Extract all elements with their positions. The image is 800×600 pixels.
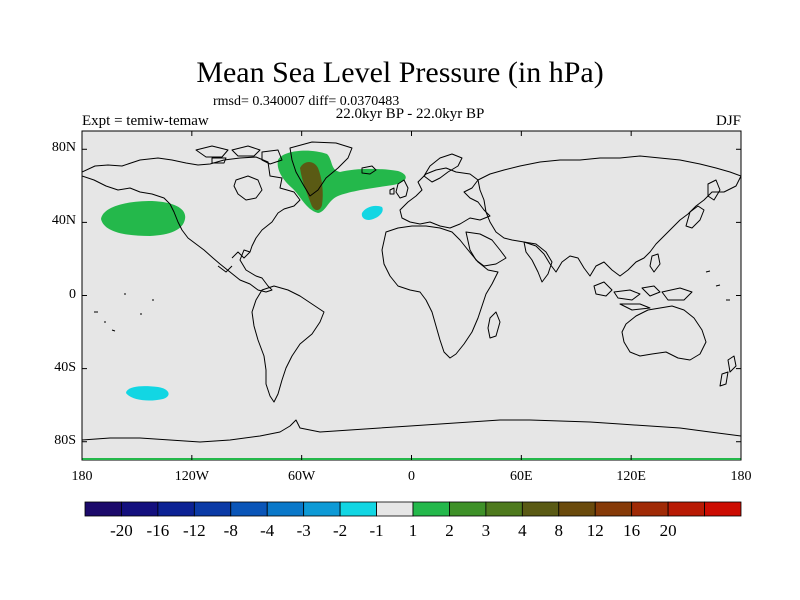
- lon-tick-label: 180: [730, 469, 752, 484]
- coastline-asia: [477, 155, 741, 277]
- colorbar-swatch: [449, 501, 487, 517]
- colorbar-swatch: [303, 501, 341, 517]
- coastlines: [82, 141, 741, 443]
- coastline-europe: [399, 167, 491, 229]
- coastline-arabia: [465, 231, 507, 267]
- experiment-label: Expt = temiw-temaw: [82, 113, 209, 129]
- lon-tick-label: 60W: [288, 469, 316, 484]
- coastline-india: [523, 241, 553, 283]
- colorbar-swatch: [667, 501, 705, 517]
- coastline-south-america: [251, 285, 325, 403]
- colorbar-label: 2: [445, 521, 454, 540]
- colorbar-label: 16: [623, 521, 641, 540]
- axis-ticks: [81, 131, 742, 460]
- colorbar-label: -16: [146, 521, 170, 540]
- labrador-sea-strong-positive-anomaly: [300, 162, 323, 211]
- coastline-africa: [381, 225, 499, 359]
- colorbar-swatch: [157, 501, 195, 517]
- colorbar-label: -20: [110, 521, 133, 540]
- lat-tick-label: 80N: [51, 140, 76, 156]
- coastline-indonesia: [593, 281, 693, 311]
- season-label: DJF: [715, 113, 741, 129]
- colorbar-swatch: [704, 501, 742, 517]
- period-label: 22.0kyr BP - 22.0kyr BP: [335, 106, 485, 122]
- coastline-new-zealand: [719, 355, 737, 387]
- colorbar-swatch: [485, 501, 523, 517]
- colorbar-label: -4: [260, 521, 275, 540]
- colorbar-label: 4: [518, 521, 527, 540]
- lon-tick-label: 180: [71, 469, 93, 484]
- colorbar-swatch: [412, 501, 450, 517]
- north-pacific-positive-anomaly: [101, 201, 186, 236]
- colorbar-swatch: [193, 501, 232, 517]
- colorbar-label: -8: [223, 521, 238, 540]
- coastline-philippines: [649, 253, 661, 273]
- coastline-antarctica: [82, 419, 741, 443]
- colorbar-label: -3: [296, 521, 311, 540]
- colorbar-label: -1: [369, 521, 384, 540]
- lon-tick-label: 0: [408, 469, 415, 484]
- colorbar-swatch: [594, 501, 633, 517]
- coastline-gulf: [217, 251, 251, 273]
- north-atlantic-negative-anomaly: [361, 205, 383, 220]
- lat-tick-label: 0: [69, 286, 76, 302]
- plot-title: Mean Sea Level Pressure (in hPa): [196, 56, 604, 89]
- lon-tick-label: 120W: [174, 469, 209, 484]
- coastline-british-isles: [389, 179, 409, 199]
- colorbar-swatch: [376, 501, 414, 517]
- coastline-greenland: [289, 141, 353, 197]
- coastline-iceland: [361, 165, 377, 175]
- colorbar-label: 3: [481, 521, 491, 540]
- coastline-japan: [685, 205, 705, 229]
- colorbar-label: 8: [554, 521, 564, 540]
- coastline-madagascar: [487, 311, 501, 339]
- colorbar-swatch: [521, 501, 560, 517]
- colorbar-label: 12: [586, 521, 604, 540]
- colorbar-label: 20: [659, 521, 677, 540]
- lon-tick-label: 60E: [510, 469, 533, 484]
- coastline-hudson-bay: [233, 175, 263, 201]
- coastline-pacific-islands: [94, 270, 730, 332]
- colorbar-swatch: [230, 501, 268, 517]
- colorbar: [84, 501, 742, 517]
- colorbar-label: -12: [182, 521, 206, 540]
- colorbar-swatch: [266, 501, 305, 517]
- lat-tick-label: 40S: [54, 359, 76, 375]
- colorbar-swatch: [84, 501, 122, 517]
- colorbar-swatch: [339, 501, 377, 517]
- colorbar-label: 1: [408, 521, 418, 540]
- colorbar-swatch: [121, 501, 159, 517]
- colorbar-swatch: [631, 501, 669, 517]
- colorbar-label: -2: [333, 521, 348, 540]
- coastline-scandinavia: [423, 153, 463, 183]
- lat-tick-label: 80S: [54, 432, 76, 448]
- coastline-kamchatka: [707, 179, 721, 201]
- map-background: [82, 131, 741, 460]
- lat-tick-label: 40N: [51, 213, 76, 229]
- stats-text: rmsd= 0.340007 diff= 0.0370483: [213, 94, 400, 109]
- lon-tick-label: 120E: [616, 469, 646, 484]
- colorbar-swatch: [558, 501, 596, 517]
- coastline-arctic-islands: [195, 145, 283, 165]
- coastline-australia: [621, 305, 707, 361]
- south-pacific-negative-anomaly: [126, 386, 169, 401]
- anomaly-layer: [82, 141, 741, 443]
